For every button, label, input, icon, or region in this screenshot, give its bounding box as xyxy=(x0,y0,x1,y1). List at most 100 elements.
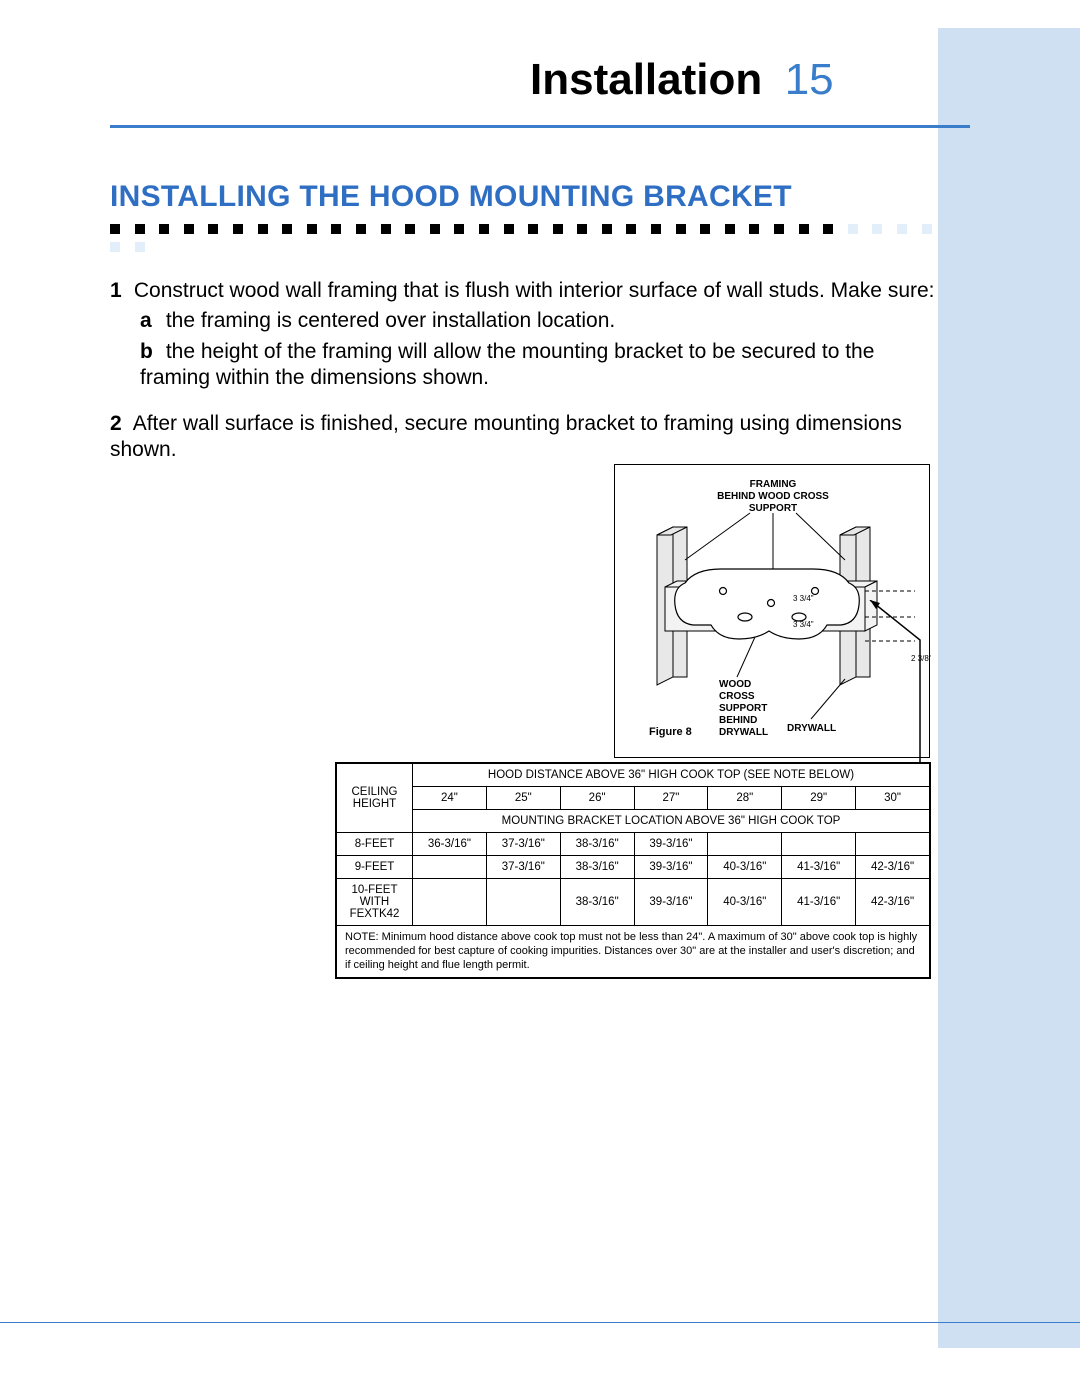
fig-label-wood: WOOD xyxy=(719,679,751,690)
table-cell: 38-3/16" xyxy=(560,833,634,856)
divider-dot xyxy=(725,224,735,234)
table-header-top: HOOD DISTANCE ABOVE 36" HIGH COOK TOP (S… xyxy=(413,764,930,787)
divider-dot xyxy=(897,224,907,234)
divider-dot xyxy=(110,224,120,234)
divider-dot xyxy=(258,224,268,234)
table-distance-col: 27" xyxy=(634,787,708,810)
fig-label-framing: FRAMING xyxy=(750,479,797,490)
step-2: 2 After wall surface is finished, secure… xyxy=(110,411,940,464)
divider-dot xyxy=(159,224,169,234)
table-cell: 41-3/16" xyxy=(782,879,856,926)
step-1b-text: the height of the framing will allow the… xyxy=(140,340,874,389)
divider-dot xyxy=(577,224,587,234)
header-page-number: 15 xyxy=(785,55,834,105)
step-1a-text: the framing is centered over installatio… xyxy=(166,309,615,332)
divider-dot xyxy=(602,224,612,234)
table-distance-col: 30" xyxy=(856,787,930,810)
table-cell: 36-3/16" xyxy=(413,833,487,856)
table-cell: 38-3/16" xyxy=(560,856,634,879)
fig-dim-1: 3 3/4" xyxy=(793,594,814,603)
page-root: Installation 15 INSTALLING THE HOOD MOUN… xyxy=(0,0,1080,1397)
divider-dot xyxy=(774,224,784,234)
table-cell: 39-3/16" xyxy=(634,856,708,879)
dotted-divider xyxy=(110,221,970,235)
divider-dot xyxy=(823,224,833,234)
divider-dot xyxy=(799,224,809,234)
divider-dot xyxy=(356,224,366,234)
fig-dim-2: 3 3/4" xyxy=(793,620,814,629)
step-2-number: 2 xyxy=(110,411,128,437)
table-cell: 39-3/16" xyxy=(634,879,708,926)
divider-dot xyxy=(184,224,194,234)
header-underline xyxy=(110,125,970,128)
step-2-text: After wall surface is finished, secure m… xyxy=(110,412,902,461)
divider-dot xyxy=(553,224,563,234)
divider-dot xyxy=(676,224,686,234)
divider-dot xyxy=(110,242,120,252)
step-1-text: Construct wood wall framing that is flus… xyxy=(134,279,935,302)
step-1-number: 1 xyxy=(110,278,128,304)
table-col0-header: CEILING HEIGHT xyxy=(337,764,413,833)
table-distance-col: 25" xyxy=(486,787,560,810)
table-note: NOTE: Minimum hood distance above cook t… xyxy=(337,926,930,978)
header-title: Installation xyxy=(530,55,762,105)
figure-caption: Figure 8 xyxy=(649,726,692,738)
footer-underline xyxy=(0,1322,1080,1323)
divider-dot xyxy=(430,224,440,234)
divider-dot xyxy=(331,224,341,234)
divider-dot xyxy=(626,224,636,234)
fig-label-support2: SUPPORT xyxy=(719,703,767,714)
divider-dot xyxy=(135,224,145,234)
table-cell: 37-3/16" xyxy=(486,856,560,879)
table-cell: 41-3/16" xyxy=(782,856,856,879)
step-1a-label: a xyxy=(140,308,160,334)
table-header-mid: MOUNTING BRACKET LOCATION ABOVE 36" HIGH… xyxy=(413,810,930,833)
table-row-label: 9-FEET xyxy=(337,856,413,879)
divider-dot xyxy=(700,224,710,234)
fig-label-behind: BEHIND xyxy=(719,715,757,726)
step-1a: a the framing is centered over installat… xyxy=(140,308,940,334)
table-cell: 40-3/16" xyxy=(708,856,782,879)
page-header: Installation 15 xyxy=(110,55,1080,105)
table-cell: 37-3/16" xyxy=(486,833,560,856)
instruction-body: 1 Construct wood wall framing that is fl… xyxy=(110,278,940,484)
table-cell: 38-3/16" xyxy=(560,879,634,926)
table-cell: 40-3/16" xyxy=(708,879,782,926)
table-cell xyxy=(856,833,930,856)
divider-dot xyxy=(872,224,882,234)
table-row-label: 8-FEET xyxy=(337,833,413,856)
table-row-label: 10-FEET WITH FEXTK42 xyxy=(337,879,413,926)
divider-dot xyxy=(135,242,145,252)
divider-dot xyxy=(405,224,415,234)
divider-dot xyxy=(454,224,464,234)
divider-dot xyxy=(233,224,243,234)
divider-dot xyxy=(282,224,292,234)
table-cell: 39-3/16" xyxy=(634,833,708,856)
table-cell: 42-3/16" xyxy=(856,856,930,879)
table-distance-col: 29" xyxy=(782,787,856,810)
table-cell xyxy=(782,833,856,856)
table-cell xyxy=(708,833,782,856)
divider-dot xyxy=(208,224,218,234)
divider-dot xyxy=(848,224,858,234)
table-cell xyxy=(486,879,560,926)
table-cell: 42-3/16" xyxy=(856,879,930,926)
fig-label-behind-wood: BEHIND WOOD CROSS xyxy=(717,491,829,502)
divider-dot xyxy=(479,224,489,234)
table-distance-col: 28" xyxy=(708,787,782,810)
fig-label-drywall1: DRYWALL xyxy=(719,727,768,738)
step-1: 1 Construct wood wall framing that is fl… xyxy=(110,278,940,391)
fig-label-cross: CROSS xyxy=(719,691,755,702)
divider-dot xyxy=(528,224,538,234)
table-cell xyxy=(413,879,487,926)
step-1b-label: b xyxy=(140,339,160,365)
divider-dot xyxy=(749,224,759,234)
table-distance-col: 24" xyxy=(413,787,487,810)
divider-dot xyxy=(651,224,661,234)
divider-dot xyxy=(307,224,317,234)
step-1b: b the height of the framing will allow t… xyxy=(140,339,940,392)
divider-dot xyxy=(381,224,391,234)
section-title: INSTALLING THE HOOD MOUNTING BRACKET xyxy=(110,180,792,214)
mounting-bracket-table: CEILING HEIGHT HOOD DISTANCE ABOVE 36" H… xyxy=(335,762,931,979)
table-cell xyxy=(413,856,487,879)
